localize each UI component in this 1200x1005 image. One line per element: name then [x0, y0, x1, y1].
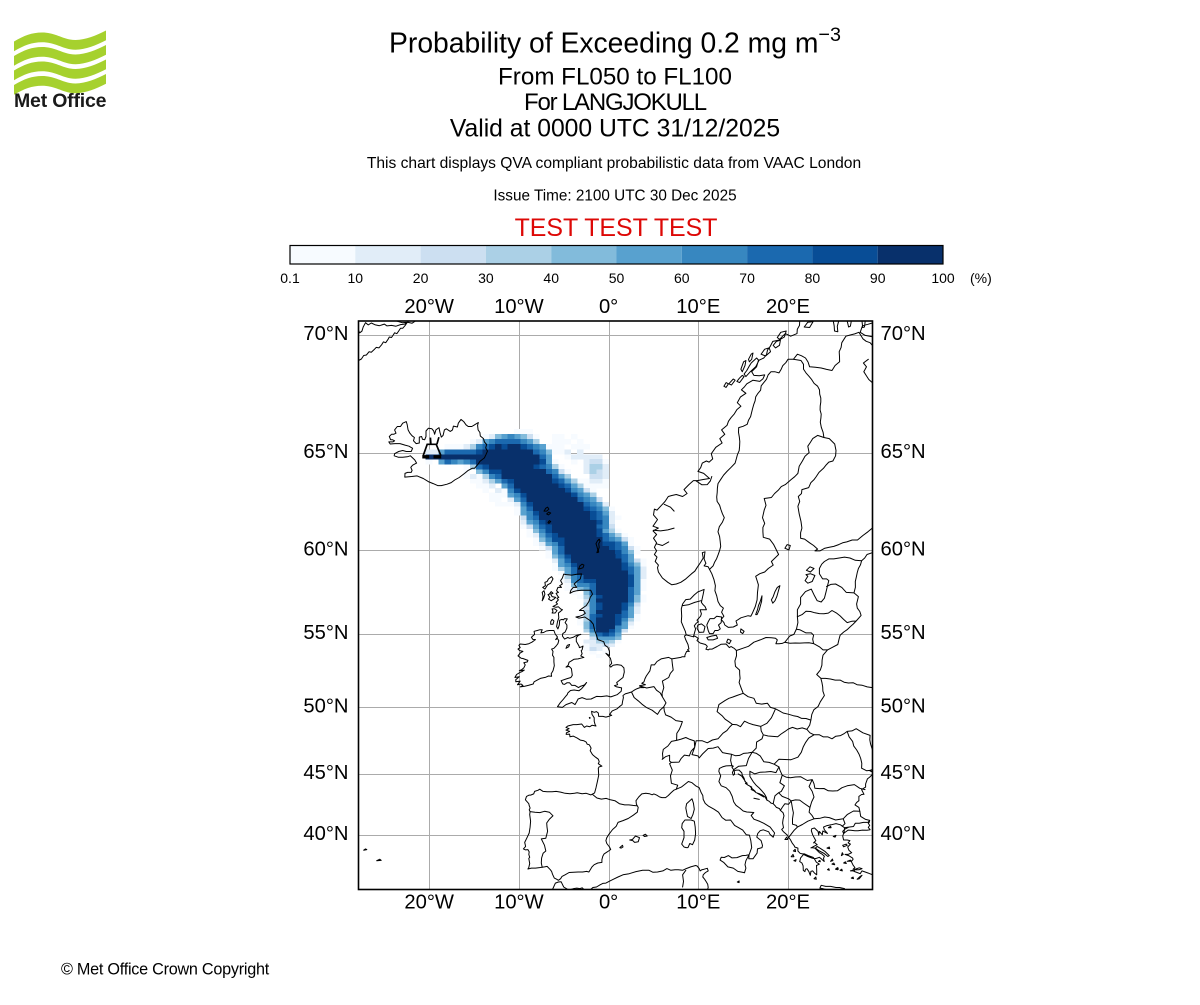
svg-text:70: 70: [739, 270, 755, 286]
svg-text:45°N: 45°N: [303, 762, 348, 784]
svg-text:From FL050 to FL100: From FL050 to FL100: [498, 64, 732, 91]
svg-text:70°N: 70°N: [303, 323, 348, 345]
svg-text:60°N: 60°N: [303, 538, 348, 560]
svg-text:20°W: 20°W: [404, 296, 454, 318]
svg-text:10°W: 10°W: [494, 296, 544, 318]
svg-text:10°E: 10°E: [676, 891, 720, 913]
svg-text:40: 40: [543, 270, 559, 286]
svg-text:50: 50: [609, 270, 625, 286]
svg-text:0.1: 0.1: [280, 270, 300, 286]
svg-text:20°E: 20°E: [766, 296, 810, 318]
svg-text:20°W: 20°W: [404, 891, 454, 913]
svg-text:This chart displays QVA compli: This chart displays QVA compliant probab…: [367, 155, 861, 172]
svg-text:Probability of Exceeding 0.2 m: Probability of Exceeding 0.2 mg m−3: [389, 24, 841, 58]
svg-text:10: 10: [348, 270, 364, 286]
svg-text:0°: 0°: [599, 891, 618, 913]
svg-text:© Met Office Crown Copyright: © Met Office Crown Copyright: [61, 960, 270, 978]
svg-text:Valid at 0000 UTC 31/12/2025: Valid at 0000 UTC 31/12/2025: [450, 115, 780, 142]
svg-text:60°N: 60°N: [881, 538, 926, 560]
svg-text:65°N: 65°N: [303, 441, 348, 463]
svg-text:90: 90: [870, 270, 886, 286]
svg-text:0°: 0°: [599, 296, 618, 318]
svg-text:50°N: 50°N: [303, 696, 348, 718]
svg-text:60: 60: [674, 270, 690, 286]
svg-text:30: 30: [478, 270, 494, 286]
svg-text:55°N: 55°N: [303, 622, 348, 644]
svg-text:40°N: 40°N: [881, 823, 926, 845]
svg-text:40°N: 40°N: [303, 823, 348, 845]
svg-text:10°W: 10°W: [494, 891, 544, 913]
svg-text:20: 20: [413, 270, 429, 286]
svg-text:Issue Time: 2100 UTC 30 Dec 20: Issue Time: 2100 UTC 30 Dec 2025: [493, 187, 736, 204]
svg-text:70°N: 70°N: [881, 323, 926, 345]
svg-text:55°N: 55°N: [881, 622, 926, 644]
svg-text:65°N: 65°N: [881, 441, 926, 463]
svg-text:50°N: 50°N: [881, 696, 926, 718]
svg-text:45°N: 45°N: [881, 762, 926, 784]
svg-text:For LANGJOKULL: For LANGJOKULL: [524, 89, 707, 116]
svg-text:80: 80: [805, 270, 821, 286]
svg-text:10°E: 10°E: [676, 296, 720, 318]
svg-text:20°E: 20°E: [766, 891, 810, 913]
svg-text:TEST TEST TEST: TEST TEST TEST: [515, 214, 718, 242]
svg-text:(%): (%): [970, 270, 992, 286]
svg-text:Met Office: Met Office: [14, 90, 107, 112]
svg-text:100: 100: [931, 270, 955, 286]
